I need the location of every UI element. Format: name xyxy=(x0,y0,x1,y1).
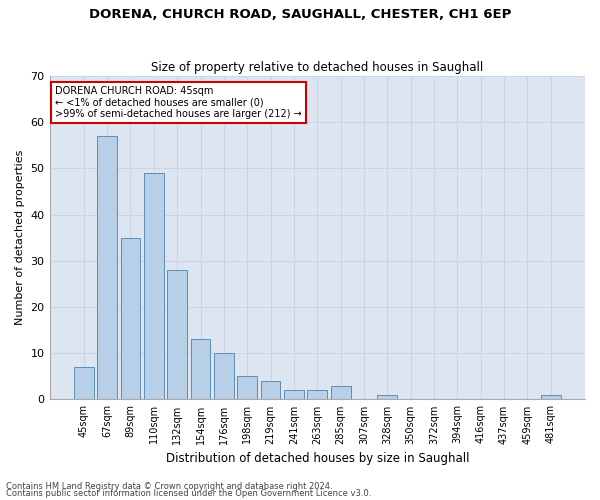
Bar xyxy=(260,381,280,400)
Bar xyxy=(307,390,327,400)
Bar xyxy=(121,238,140,400)
Bar xyxy=(238,376,257,400)
Bar xyxy=(167,270,187,400)
Bar xyxy=(377,395,397,400)
Text: DORENA, CHURCH ROAD, SAUGHALL, CHESTER, CH1 6EP: DORENA, CHURCH ROAD, SAUGHALL, CHESTER, … xyxy=(89,8,511,20)
Bar xyxy=(214,353,234,400)
Title: Size of property relative to detached houses in Saughall: Size of property relative to detached ho… xyxy=(151,60,484,74)
Bar xyxy=(284,390,304,400)
Text: Contains HM Land Registry data © Crown copyright and database right 2024.: Contains HM Land Registry data © Crown c… xyxy=(6,482,332,491)
Y-axis label: Number of detached properties: Number of detached properties xyxy=(15,150,25,326)
Bar xyxy=(331,386,350,400)
X-axis label: Distribution of detached houses by size in Saughall: Distribution of detached houses by size … xyxy=(166,452,469,465)
Bar xyxy=(74,367,94,400)
Text: Contains public sector information licensed under the Open Government Licence v3: Contains public sector information licen… xyxy=(6,489,371,498)
Bar xyxy=(97,136,117,400)
Bar xyxy=(191,340,211,400)
Bar xyxy=(541,395,560,400)
Bar xyxy=(144,173,164,400)
Text: DORENA CHURCH ROAD: 45sqm
← <1% of detached houses are smaller (0)
>99% of semi-: DORENA CHURCH ROAD: 45sqm ← <1% of detac… xyxy=(55,86,302,119)
